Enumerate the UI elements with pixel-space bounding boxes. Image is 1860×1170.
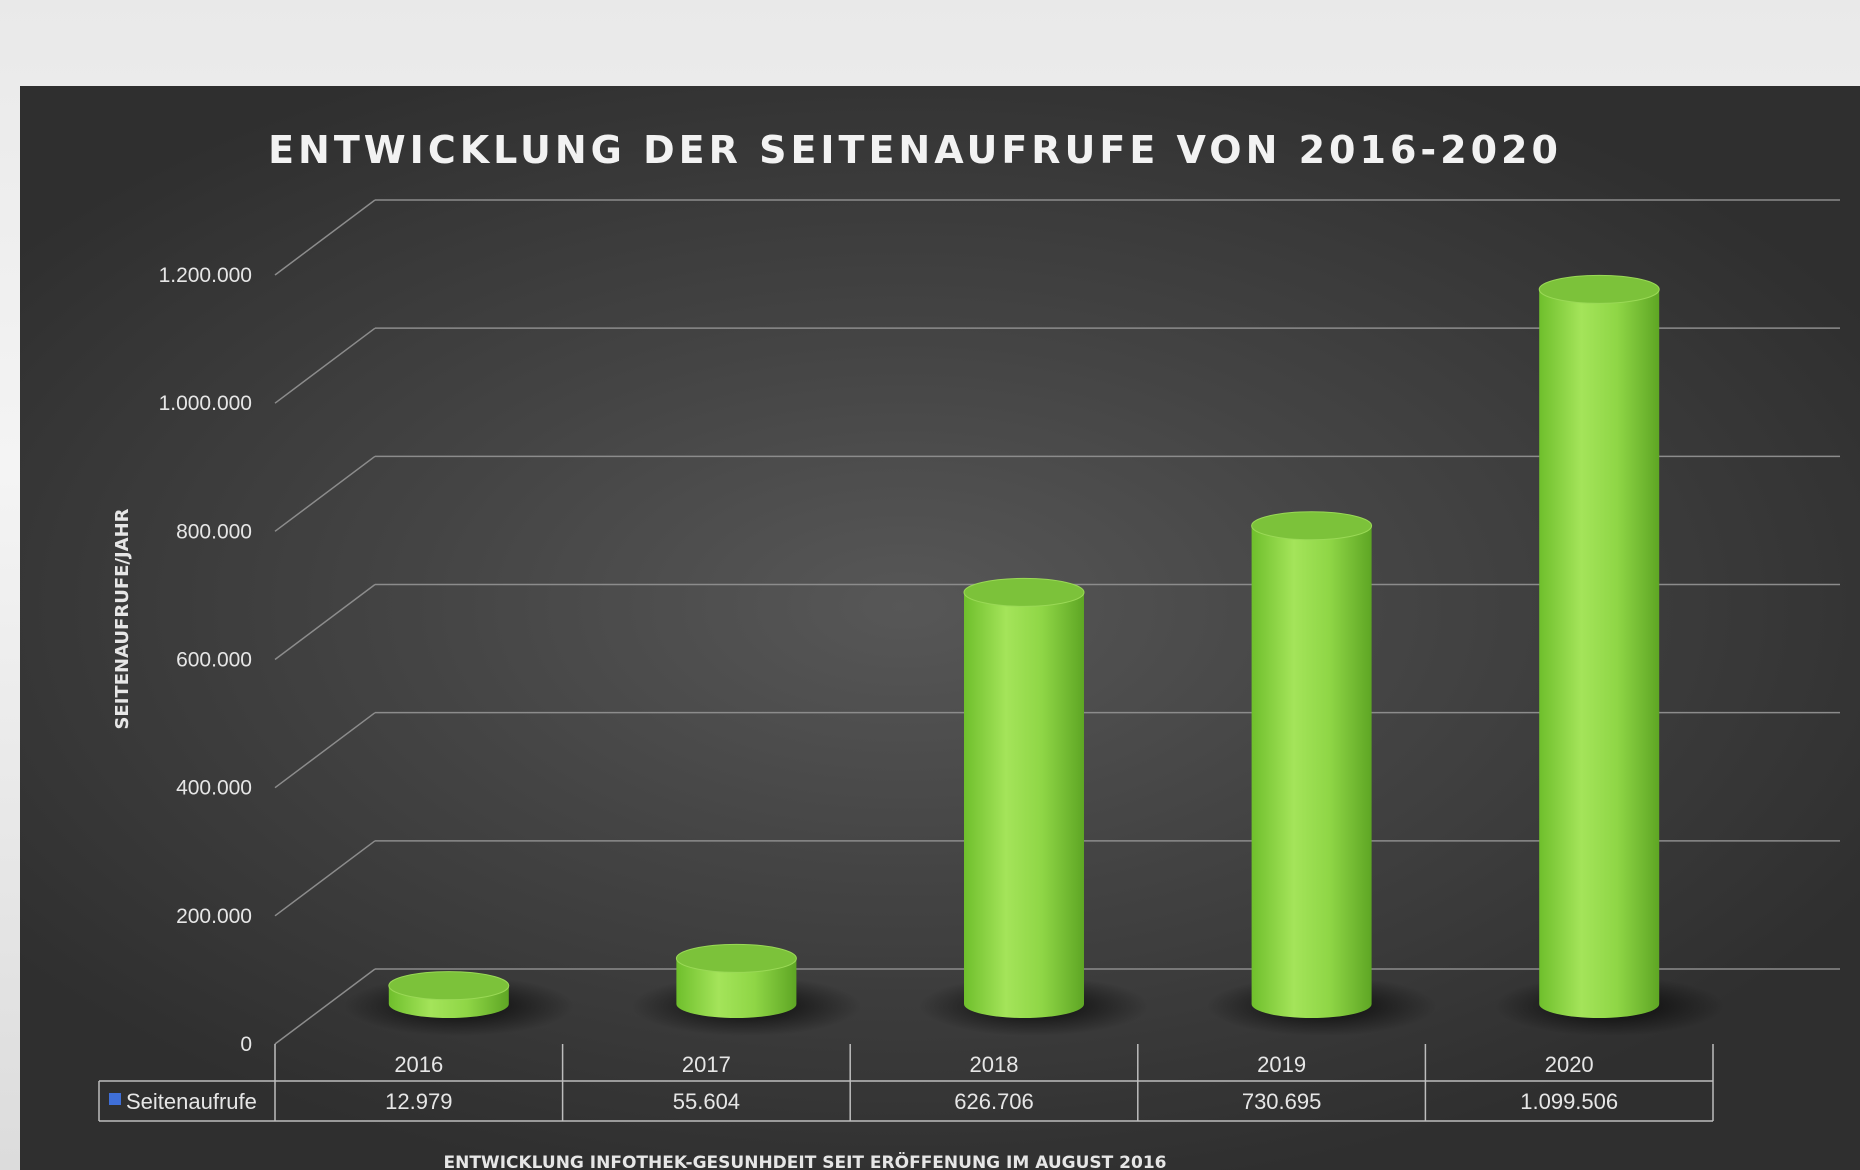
y-tick-label: 600.000	[176, 649, 252, 672]
x-tick-label: 2018	[970, 1052, 1019, 1077]
bars	[343, 274, 1725, 1036]
bar-2016	[343, 971, 574, 1036]
gridline-depth-0	[274, 968, 376, 1045]
bar-body	[1251, 525, 1372, 1019]
x-tick-label: 2016	[394, 1052, 443, 1077]
y-tick-label: 200.000	[176, 905, 252, 928]
chart-title: ENTWICKLUNG DER SEITENAUFRUFE VON 2016-2…	[268, 128, 1562, 172]
bar-top	[388, 971, 510, 1001]
data-label: 1.099.506	[1520, 1089, 1618, 1114]
bar-2017	[631, 943, 862, 1036]
chart-panel: ENTWICKLUNG DER SEITENAUFRUFE VON 2016-2…	[20, 86, 1860, 1170]
y-tick-label: 1.000.000	[159, 392, 252, 415]
y-tick-label: 800.000	[176, 520, 252, 543]
gridline-depth-5	[274, 327, 376, 404]
y-tick-label: 400.000	[176, 777, 252, 800]
bar-2020	[1494, 274, 1725, 1036]
legend-key-swatch	[109, 1093, 121, 1105]
data-label: 12.979	[385, 1089, 452, 1114]
y-axis-ticks: 0 200.000 400.000 600.000 800.000 1.000.000 1.…	[159, 264, 252, 1056]
bar-top	[963, 577, 1085, 607]
data-label: 626.706	[954, 1089, 1034, 1114]
gridline-depth-3	[274, 583, 376, 661]
bar-top	[1251, 511, 1373, 541]
bar-chart: ENTWICKLUNG DER SEITENAUFRUFE VON 2016-2…	[98, 128, 1840, 1170]
bar-body	[1539, 289, 1660, 1019]
bar-body	[676, 958, 797, 1019]
data-label: 730.695	[1242, 1089, 1322, 1114]
x-tick-label: 2019	[1257, 1052, 1306, 1077]
bar-2019	[1206, 511, 1437, 1036]
chart-footer: ENTWICKLUNG INFOTHEK-GESUNHDEIT SEIT ERÖ…	[444, 1151, 1167, 1170]
x-tick-label: 2017	[682, 1052, 731, 1077]
y-axis-title: SEITENAUFRUFE/JAHR	[112, 508, 133, 729]
y-tick-label: 0	[240, 1033, 252, 1056]
gridline-depth-4	[274, 455, 376, 532]
bar-top	[675, 943, 797, 973]
gridline-depth-2	[274, 712, 376, 789]
bar-2018	[919, 577, 1149, 1036]
data-table: 2016 12.979 2017 55.604 2018 626.706 2019 730.6…	[98, 1044, 1714, 1122]
x-tick-label: 2020	[1545, 1052, 1594, 1077]
y-tick-label: 1.200.000	[159, 264, 252, 287]
data-label: 55.604	[673, 1089, 740, 1114]
legend-entry: Seitenaufrufe	[126, 1089, 257, 1114]
bar-top	[1538, 274, 1660, 304]
bar-body	[964, 592, 1084, 1018]
gridline-depth-6	[274, 199, 376, 276]
gridline-depth-1	[274, 840, 376, 917]
